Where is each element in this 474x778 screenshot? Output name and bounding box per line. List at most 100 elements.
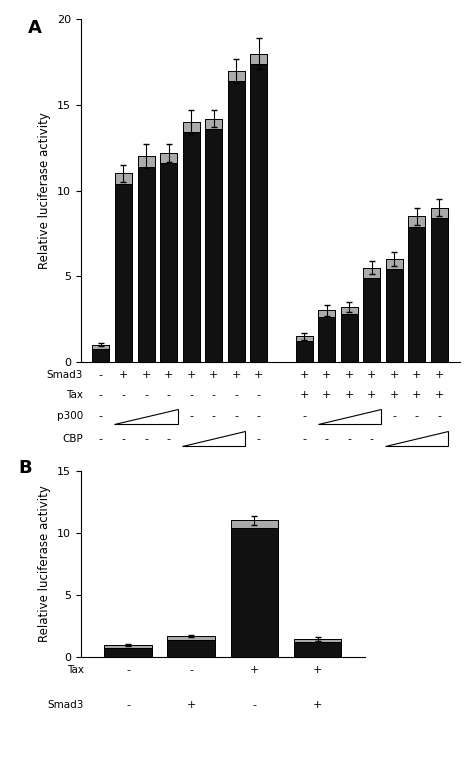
Text: +: + <box>435 370 444 380</box>
Polygon shape <box>182 431 246 446</box>
Text: -: - <box>392 412 396 421</box>
Text: -: - <box>257 412 261 421</box>
Bar <box>318 310 335 317</box>
Text: -: - <box>189 390 193 400</box>
Text: -: - <box>99 370 103 380</box>
Bar <box>250 54 267 64</box>
Bar <box>294 639 341 642</box>
Text: -: - <box>257 433 261 443</box>
Text: -: - <box>166 390 171 400</box>
Text: +: + <box>164 370 173 380</box>
Text: +: + <box>367 370 376 380</box>
Bar <box>341 307 358 314</box>
Text: -: - <box>212 412 216 421</box>
Text: -: - <box>302 433 306 443</box>
Bar <box>92 345 109 349</box>
Polygon shape <box>385 431 448 446</box>
Text: -: - <box>189 665 193 675</box>
Text: +: + <box>186 370 196 380</box>
Text: -: - <box>252 700 256 710</box>
Bar <box>160 153 177 163</box>
Bar <box>182 122 200 362</box>
Text: -: - <box>234 412 238 421</box>
Text: +: + <box>141 370 151 380</box>
Text: -: - <box>347 433 351 443</box>
Text: +: + <box>322 370 331 380</box>
Bar <box>294 639 341 642</box>
Bar <box>104 645 152 657</box>
Text: Smad3: Smad3 <box>47 700 84 710</box>
Bar <box>137 156 155 166</box>
Bar <box>137 156 155 362</box>
Text: -: - <box>234 390 238 400</box>
Text: -: - <box>99 412 103 421</box>
Text: -: - <box>126 665 130 675</box>
Bar <box>341 307 358 362</box>
Bar <box>409 216 425 226</box>
Text: +: + <box>390 390 399 400</box>
Text: Tax: Tax <box>67 665 84 675</box>
Bar <box>363 268 380 278</box>
Bar <box>205 119 222 362</box>
Bar <box>296 336 312 341</box>
Bar <box>115 173 132 362</box>
Text: +: + <box>300 370 309 380</box>
Bar <box>296 336 312 362</box>
Text: A: A <box>27 19 41 37</box>
Text: -: - <box>212 390 216 400</box>
Bar <box>182 122 200 132</box>
Text: +: + <box>435 390 444 400</box>
Bar <box>363 268 380 362</box>
Bar <box>386 259 403 269</box>
Bar <box>160 153 177 163</box>
Text: -: - <box>370 433 374 443</box>
Bar <box>386 259 403 269</box>
Bar <box>409 216 425 226</box>
Text: -: - <box>99 390 103 400</box>
Bar <box>294 639 341 657</box>
Bar <box>205 119 222 129</box>
Bar <box>182 122 200 132</box>
Text: -: - <box>126 700 130 710</box>
Text: +: + <box>313 665 322 675</box>
Text: +: + <box>322 390 331 400</box>
Bar <box>296 336 312 341</box>
Text: Smad3: Smad3 <box>46 370 83 380</box>
Polygon shape <box>114 409 178 423</box>
Bar <box>431 208 448 218</box>
Bar <box>318 310 335 317</box>
Bar <box>228 71 245 362</box>
Bar <box>115 173 132 184</box>
Text: -: - <box>415 412 419 421</box>
Text: -: - <box>144 390 148 400</box>
Bar <box>363 268 380 278</box>
Text: p300: p300 <box>56 412 83 421</box>
Text: B: B <box>18 460 32 478</box>
Bar <box>167 636 215 640</box>
Text: +: + <box>300 390 309 400</box>
Bar <box>250 54 267 362</box>
Text: -: - <box>189 412 193 421</box>
Polygon shape <box>318 409 381 423</box>
Bar <box>318 310 335 362</box>
Text: +: + <box>412 390 421 400</box>
Text: +: + <box>412 370 421 380</box>
Text: -: - <box>325 433 328 443</box>
Text: +: + <box>209 370 219 380</box>
Text: Tax: Tax <box>66 390 83 400</box>
Bar <box>115 173 132 184</box>
Bar <box>167 636 215 657</box>
Text: -: - <box>144 433 148 443</box>
Text: -: - <box>121 433 126 443</box>
Text: +: + <box>254 370 264 380</box>
Bar <box>341 307 358 314</box>
Y-axis label: Relative luciferase activity: Relative luciferase activity <box>38 112 51 269</box>
Bar <box>160 153 177 362</box>
Text: +: + <box>119 370 128 380</box>
Text: CBP: CBP <box>62 433 83 443</box>
Text: +: + <box>186 700 196 710</box>
Bar <box>431 208 448 362</box>
Bar <box>92 345 109 349</box>
Text: +: + <box>313 700 322 710</box>
Y-axis label: Relative luciferase activity: Relative luciferase activity <box>38 485 51 643</box>
